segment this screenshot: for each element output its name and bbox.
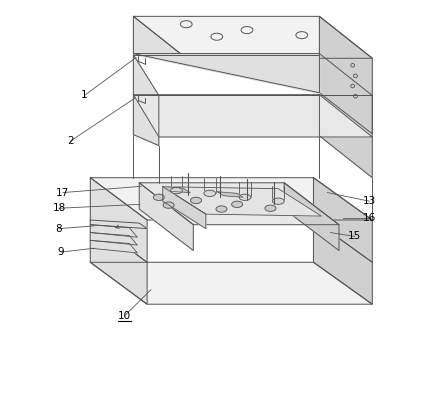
- Polygon shape: [133, 55, 159, 145]
- Polygon shape: [319, 53, 372, 178]
- Text: 10: 10: [118, 311, 131, 321]
- Text: 9: 9: [58, 247, 64, 257]
- Ellipse shape: [153, 194, 164, 200]
- Text: 1: 1: [81, 90, 88, 101]
- Polygon shape: [133, 17, 186, 58]
- Text: 13: 13: [363, 196, 376, 206]
- Ellipse shape: [216, 206, 227, 212]
- Polygon shape: [90, 262, 372, 304]
- Polygon shape: [163, 187, 190, 193]
- Polygon shape: [90, 178, 372, 220]
- Text: 18: 18: [52, 203, 66, 213]
- Ellipse shape: [272, 198, 284, 204]
- Text: 16: 16: [363, 213, 376, 223]
- Text: 8: 8: [56, 224, 62, 233]
- Ellipse shape: [265, 205, 276, 211]
- Polygon shape: [90, 220, 147, 304]
- Ellipse shape: [204, 190, 216, 196]
- Polygon shape: [314, 220, 372, 304]
- Polygon shape: [319, 17, 372, 134]
- Ellipse shape: [232, 201, 243, 208]
- Ellipse shape: [241, 27, 253, 33]
- Text: 15: 15: [348, 231, 361, 241]
- Polygon shape: [90, 225, 137, 237]
- Polygon shape: [163, 187, 321, 216]
- Polygon shape: [90, 178, 147, 262]
- Polygon shape: [218, 192, 243, 197]
- Polygon shape: [314, 178, 372, 262]
- Polygon shape: [139, 183, 339, 225]
- Ellipse shape: [211, 33, 223, 40]
- Polygon shape: [133, 17, 372, 58]
- Ellipse shape: [180, 21, 192, 28]
- Ellipse shape: [239, 194, 251, 200]
- Ellipse shape: [190, 197, 202, 204]
- Polygon shape: [133, 53, 319, 93]
- Polygon shape: [133, 95, 372, 137]
- Polygon shape: [139, 183, 193, 251]
- Polygon shape: [90, 220, 147, 229]
- Text: 17: 17: [56, 187, 70, 198]
- Ellipse shape: [171, 187, 183, 194]
- Ellipse shape: [163, 202, 174, 208]
- Polygon shape: [90, 241, 137, 253]
- Text: 2: 2: [67, 136, 74, 146]
- Ellipse shape: [296, 31, 307, 39]
- Polygon shape: [90, 233, 137, 245]
- Polygon shape: [163, 187, 206, 229]
- Polygon shape: [284, 183, 339, 251]
